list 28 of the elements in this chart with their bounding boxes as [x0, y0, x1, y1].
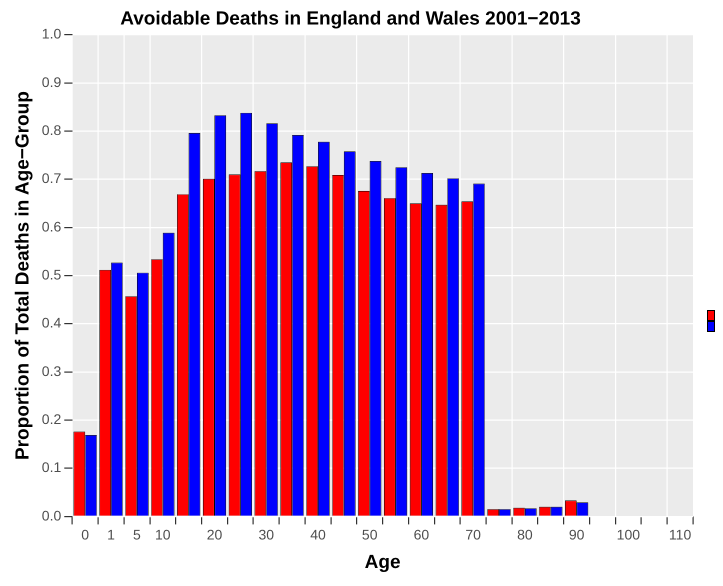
y-tick-label: 0.4: [42, 314, 62, 331]
x-tick-label: 90: [568, 526, 585, 543]
y-tick-label: 0.6: [42, 218, 62, 234]
chart-title: Avoidable Deaths in England and Wales 2001−2013: [120, 8, 581, 30]
x-tick-label: 80: [517, 526, 533, 543]
x-tick-label: 1: [107, 526, 116, 543]
x-tick-label: 10: [154, 526, 171, 543]
x-tick-label: 0: [81, 526, 90, 543]
x-tick-label: 30: [258, 526, 274, 543]
x-axis-title: Age: [364, 552, 401, 573]
x-tick-label: 20: [206, 526, 223, 543]
x-tick-label: 100: [616, 526, 640, 543]
y-tick-label: 0.1: [42, 459, 62, 476]
x-tick-label: 60: [414, 526, 430, 543]
y-tick-label: 1.0: [42, 26, 62, 42]
y-tick-label: 0.9: [42, 74, 62, 90]
y-tick-label: 0.2: [42, 410, 62, 427]
y-tick-label: 0.8: [42, 122, 62, 138]
y-tick-label: 0.3: [42, 362, 62, 379]
x-tick-label: 70: [465, 526, 482, 543]
y-tick-label: 0.5: [42, 266, 62, 282]
x-tick-label: 40: [310, 526, 326, 543]
x-tick-label: 50: [362, 526, 378, 543]
x-tick-label: 110: [668, 526, 692, 543]
y-tick-label: 0.7: [42, 170, 62, 186]
y-tick-label: 0.0: [42, 507, 62, 524]
x-tick-label: 5: [133, 526, 142, 543]
y-axis-title: Proportion of Total Deaths in Age−Group: [12, 91, 34, 460]
